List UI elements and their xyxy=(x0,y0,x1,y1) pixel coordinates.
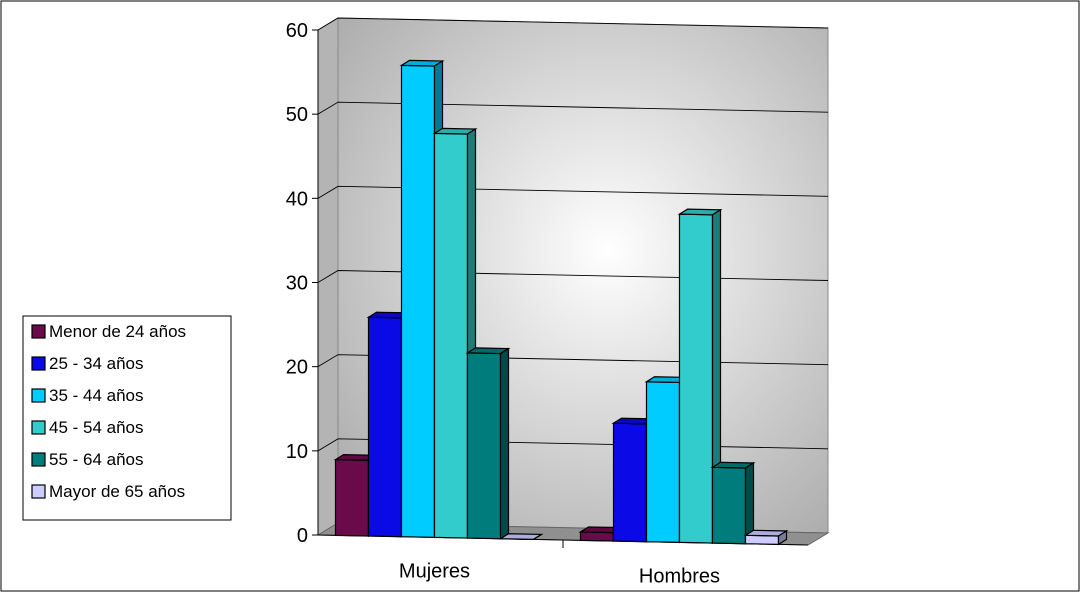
legend-swatch xyxy=(31,388,46,403)
bar-front xyxy=(466,352,502,540)
legend-label: 35 - 44 años xyxy=(49,386,144,405)
gridline xyxy=(317,270,829,283)
legend-box xyxy=(22,315,232,521)
bar-0-5 xyxy=(498,533,544,540)
gridline xyxy=(317,185,829,199)
bar-front xyxy=(400,64,436,538)
y-tick-label: 20 xyxy=(286,357,308,379)
bar-front xyxy=(711,466,747,545)
legend-swatch xyxy=(31,356,46,371)
legend: Menor de 24 años 25 - 34 años 35 - 44 años… xyxy=(22,315,232,521)
bar-front xyxy=(579,531,615,542)
bar-front xyxy=(645,381,681,543)
bar-front xyxy=(334,458,370,537)
bar-0-4 xyxy=(465,347,511,540)
bar-front xyxy=(367,316,403,538)
legend-label: Mayor de 65 años xyxy=(49,482,185,501)
bar-side xyxy=(533,533,542,540)
bar-front xyxy=(678,213,714,544)
bar-1-5 xyxy=(743,529,789,546)
legend-label: 25 - 34 años xyxy=(49,354,144,373)
legend-swatch xyxy=(31,420,46,435)
gridline xyxy=(317,101,829,115)
bar-1-4 xyxy=(710,461,756,545)
y-tick-label: 50 xyxy=(286,104,308,126)
legend-label: 45 - 54 años xyxy=(49,418,144,437)
bar-side xyxy=(499,347,510,540)
y-tick-label: 0 xyxy=(297,525,308,547)
bar-front xyxy=(744,534,780,546)
gridline xyxy=(317,354,829,368)
bar-front xyxy=(433,132,469,539)
bar-1-3 xyxy=(677,208,723,545)
x-category-label: Mujeres xyxy=(399,560,470,582)
y-tick-label: 40 xyxy=(286,188,308,210)
legend-label: Menor de 24 años xyxy=(49,322,186,341)
y-tick-label: 10 xyxy=(286,441,308,463)
legend-swatch xyxy=(31,452,46,467)
y-tick-label: 60 xyxy=(286,20,308,42)
x-category-label: Hombres xyxy=(639,565,720,587)
legend-label: 55 - 64 años xyxy=(49,450,144,469)
legend-swatch xyxy=(31,484,46,499)
bar-front xyxy=(612,422,648,543)
gridline xyxy=(317,17,829,31)
legend-swatch xyxy=(31,324,46,339)
y-tick-label: 30 xyxy=(286,273,308,295)
bar-side xyxy=(777,529,788,546)
